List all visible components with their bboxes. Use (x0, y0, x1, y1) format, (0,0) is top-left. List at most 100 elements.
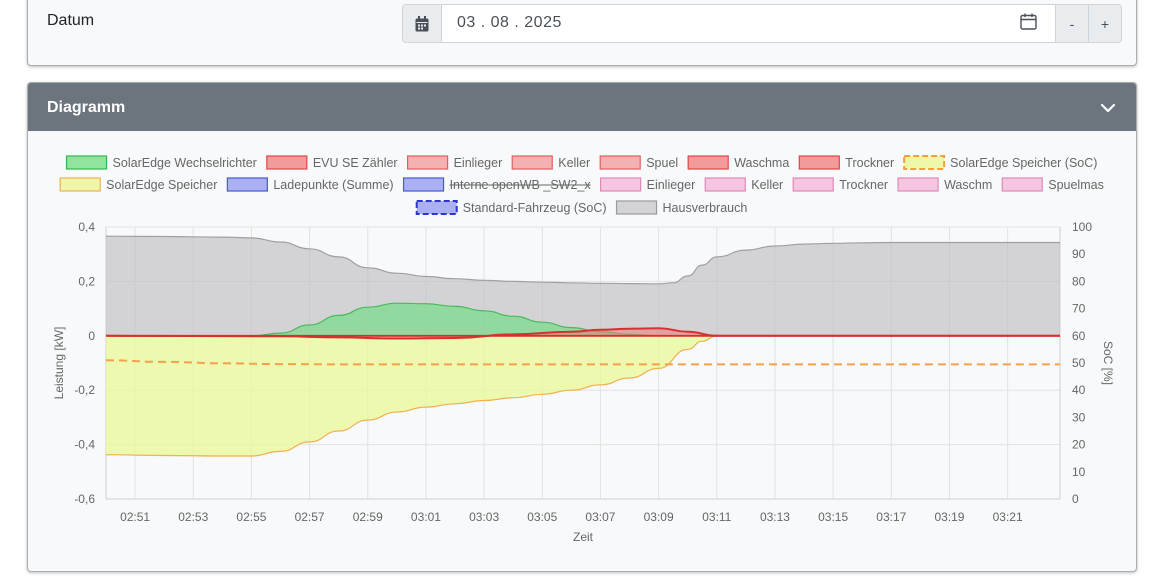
legend-label: Spuel (646, 156, 678, 170)
legend-item[interactable]: Trockner (792, 177, 888, 192)
x-tick-label: 03:03 (469, 510, 499, 524)
legend-item[interactable]: Keller (704, 177, 783, 192)
legend-swatch (65, 155, 108, 170)
date-decrement-button[interactable]: - (1055, 5, 1088, 42)
legend-label: Standard-Fahrzeug (SoC) (463, 201, 607, 215)
x-tick-label: 03:17 (876, 510, 906, 524)
legend-item[interactable]: Hausverbrauch (615, 200, 748, 215)
legend-item[interactable]: EVU SE Zähler (266, 155, 398, 170)
date-card: Datum 03 . 08 . 2025 - (27, 0, 1137, 66)
legend-swatch (226, 177, 268, 192)
x-tick-label: 03:21 (993, 510, 1023, 524)
y2-tick-label: 50 (1072, 356, 1086, 370)
legend-label: Waschma (734, 156, 789, 170)
legend-swatch (402, 177, 445, 192)
legend-label: Einlieger (647, 178, 696, 192)
legend-swatch (266, 155, 308, 170)
y-tick-label: 0,2 (78, 274, 95, 288)
legend-label: Keller (751, 178, 783, 192)
legend-item[interactable]: Interne openWB _SW2_x (402, 177, 592, 192)
y2-tick-label: 70 (1072, 302, 1086, 316)
legend-item[interactable]: Ladepunkte (Summe) (226, 177, 394, 192)
legend-swatch (798, 155, 840, 170)
y2-tick-label: 10 (1072, 465, 1086, 479)
series-line-solaredge-speicher (105, 335, 1060, 457)
y-axis-title: Leistung [kW] (52, 327, 66, 400)
series-area-solaredge-wechselrichter (106, 303, 1060, 336)
y2-tick-label: 20 (1072, 438, 1086, 452)
y-tick-label: -0,4 (74, 438, 95, 452)
legend-label: EVU SE Zähler (313, 156, 398, 170)
legend-item[interactable]: Waschm (897, 177, 992, 192)
legend-swatch (903, 155, 946, 170)
x-axis-title: Zeit (573, 530, 594, 544)
chart-card-header[interactable]: Diagramm (28, 83, 1136, 131)
legend-item[interactable]: Einlieger (600, 177, 696, 192)
calendar-outline-icon[interactable] (1020, 13, 1037, 35)
chart-card: Diagramm SolarEdge Wechselrichter EVU SE … (27, 82, 1137, 572)
y2-tick-label: 40 (1072, 383, 1086, 397)
legend-swatch (600, 177, 642, 192)
legend-item[interactable]: Keller (511, 155, 590, 170)
chevron-down-icon[interactable] (1100, 101, 1116, 119)
legend-item[interactable]: Spuelmas (1001, 177, 1104, 192)
legend-item[interactable]: SolarEdge Speicher (SoC) (903, 155, 1097, 170)
legend-swatch (615, 200, 658, 215)
legend-item[interactable]: Einlieger (406, 155, 503, 170)
series-area-hausverbrauch (106, 236, 1060, 336)
x-tick-label: 03:13 (760, 510, 790, 524)
legend-swatch (687, 155, 729, 170)
x-tick-label: 02:53 (178, 510, 208, 524)
legend-swatch (511, 155, 553, 170)
y-tick-label: -0,6 (74, 492, 95, 506)
y2-tick-label: 60 (1072, 329, 1086, 343)
x-tick-label: 03:07 (585, 510, 615, 524)
y2-tick-label: 80 (1072, 274, 1086, 288)
y2-tick-label: 90 (1072, 247, 1086, 261)
y2-tick-label: 30 (1072, 410, 1086, 424)
legend-swatch (59, 177, 101, 192)
x-tick-label: 03:11 (702, 510, 731, 524)
y2-tick-label: 0 (1072, 492, 1079, 506)
x-tick-label: 03:05 (527, 510, 557, 524)
y-tick-label: 0,4 (78, 220, 95, 234)
legend-item[interactable]: SolarEdge Speicher (59, 177, 217, 192)
legend-item[interactable]: Trockner (798, 155, 894, 170)
date-increment-button[interactable]: + (1088, 5, 1121, 42)
legend-swatch (406, 155, 449, 170)
legend-item[interactable]: SolarEdge Wechselrichter (65, 155, 257, 170)
legend-item[interactable]: Standard-Fahrzeug (SoC) (415, 200, 607, 215)
y2-tick-label: 100 (1072, 220, 1092, 234)
legend-swatch (415, 200, 458, 215)
legend-item[interactable]: Waschma (687, 155, 789, 170)
legend-label: Einlieger (454, 156, 503, 170)
series-area-solaredge-speicher (106, 335, 1060, 456)
date-input[interactable]: 03 . 08 . 2025 (457, 14, 562, 31)
y2-axis-title: SoC [%] (1101, 341, 1115, 385)
legend-label: SolarEdge Wechselrichter (113, 156, 257, 170)
legend-label: Keller (558, 156, 590, 170)
series-line-soc (105, 359, 1060, 366)
legend-label: Hausverbrauch (663, 201, 748, 215)
legend-item[interactable]: Spuel (599, 155, 678, 170)
x-tick-label: 03:09 (644, 510, 674, 524)
legend-swatch (704, 177, 746, 192)
legend-label: SolarEdge Speicher (106, 178, 217, 192)
legend-swatch (897, 177, 939, 192)
x-tick-label: 02:55 (236, 510, 266, 524)
x-tick-label: 03:19 (934, 510, 964, 524)
x-tick-label: 02:51 (120, 510, 150, 524)
datum-label: Datum (47, 12, 95, 29)
y-tick-label: -0,2 (74, 383, 95, 397)
chart-card-title: Diagramm (47, 99, 126, 116)
legend-label: Trockner (845, 156, 894, 170)
x-tick-label: 02:57 (295, 510, 325, 524)
x-tick-label: 03:01 (411, 510, 441, 524)
energy-chart: SolarEdge Wechselrichter EVU SE Zähler Ein… (52, 155, 1115, 544)
x-tick-label: 02:59 (353, 510, 383, 524)
date-input-group[interactable]: 03 . 08 . 2025 - + (402, 4, 1122, 43)
legend-label: SolarEdge Speicher (SoC) (950, 156, 1097, 170)
series-line-hausverbrauch (105, 235, 1060, 285)
legend-label: Ladepunkte (Summe) (273, 178, 393, 192)
legend-swatch (599, 155, 641, 170)
